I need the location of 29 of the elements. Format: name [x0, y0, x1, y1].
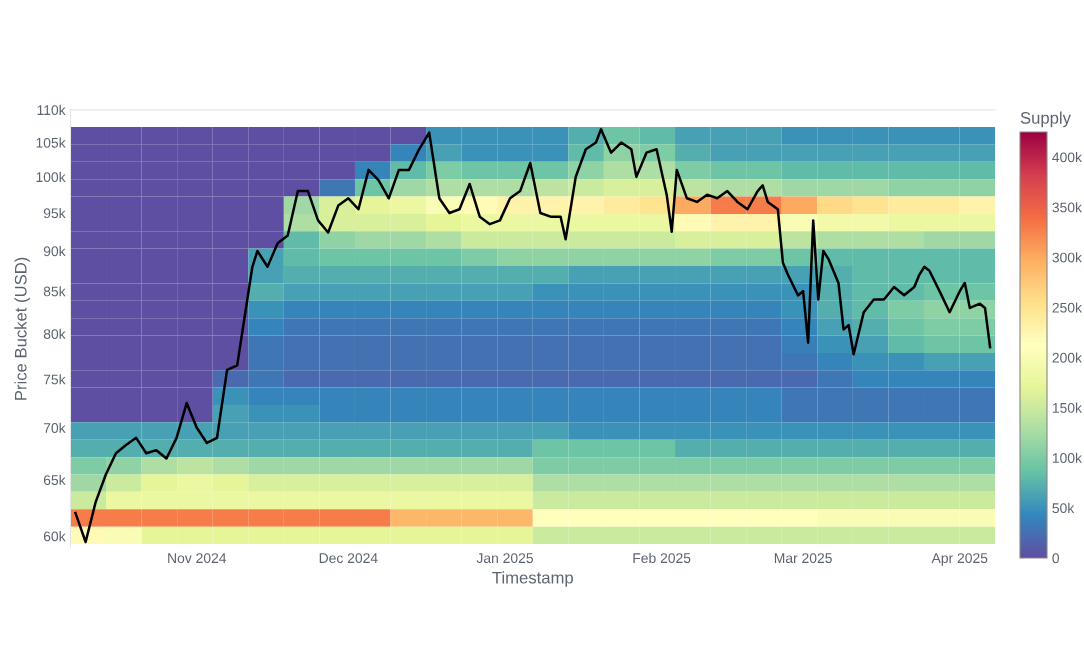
y-tick-label: 75k — [43, 374, 66, 385]
x-axis-title: Timestamp — [492, 571, 573, 587]
x-tick-label: Apr 2025 — [931, 553, 988, 566]
color-bar-title: Supply — [1020, 111, 1071, 128]
x-tick-label: Dec 2024 — [319, 553, 378, 564]
y-tick-label: 65k — [43, 474, 66, 486]
y-tick-label: 85k — [43, 286, 66, 297]
y-tick-label: 90k — [43, 245, 66, 257]
x-tick-label: Feb 2025 — [633, 552, 691, 564]
y-tick-label: 105k — [36, 137, 66, 148]
color-bar-label: 150k — [1052, 402, 1082, 413]
y-tick-label: 100k — [36, 171, 66, 183]
y-tick-label: 110k — [37, 104, 66, 116]
y-tick-label: 70k — [43, 422, 66, 433]
color-bar-label: 0 — [1052, 553, 1060, 564]
color-bar-label: 250k — [1052, 302, 1082, 313]
y-tick-label: 60k — [43, 531, 66, 542]
color-bar-label: 300k — [1052, 252, 1082, 263]
y-tick-label: 95k — [43, 207, 66, 219]
color-bar-label: 350k — [1052, 202, 1082, 213]
color-bar-label: 200k — [1052, 352, 1082, 363]
y-tick-label: 80k — [43, 328, 66, 339]
x-tick-label: Jan 2025 — [476, 553, 533, 564]
color-bar-label: 100k — [1052, 452, 1082, 463]
y-axis-title: Price Bucket (USD) — [14, 257, 30, 400]
x-tick-label: Nov 2024 — [168, 553, 227, 564]
color-bar-label: 400k — [1052, 152, 1082, 163]
color-bar-label: 50k — [1052, 502, 1075, 514]
x-tick-label: Mar 2025 — [774, 553, 832, 564]
